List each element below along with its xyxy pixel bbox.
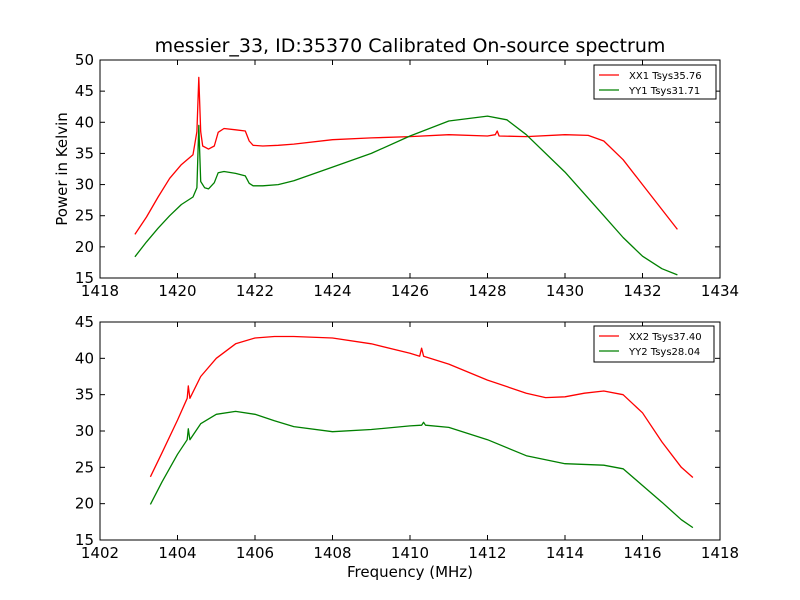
x-tick-label: 1424 xyxy=(313,282,351,300)
y-tick-label: 35 xyxy=(75,144,94,162)
x-tick-label: 1418 xyxy=(81,282,119,300)
x-tick-label: 1426 xyxy=(391,282,429,300)
top-panel: 1418 1420 1422 1424 1426 1428 1430 1432 1434 15 20… xyxy=(75,51,739,300)
x-tick-label: 1406 xyxy=(236,544,274,562)
y-tick-label: 20 xyxy=(75,238,94,256)
y-tick-label: 20 xyxy=(75,495,94,513)
x-axis-label: Frequency (MHz) xyxy=(347,563,473,581)
y-tick-label: 45 xyxy=(75,313,94,331)
legend: XX1 Tsys35.76 YY1 Tsys31.71 xyxy=(593,64,717,100)
y-tick-label: 40 xyxy=(75,113,94,131)
x-tick-label: 1416 xyxy=(623,544,661,562)
y-tick-label: 35 xyxy=(75,386,94,404)
series-line-2 xyxy=(149,410,694,529)
legend-box xyxy=(593,64,717,100)
y-tick-label: 30 xyxy=(75,422,94,440)
y-tick-label: 15 xyxy=(75,269,94,287)
y-tick-label: 50 xyxy=(75,51,94,69)
y-axis-label: Power in Kelvin xyxy=(53,112,71,226)
legend-label: XX2 Tsys37.40 xyxy=(629,332,702,343)
series-line-1 xyxy=(149,335,694,478)
x-tick-label: 1434 xyxy=(701,282,739,300)
y-tick-label: 25 xyxy=(75,458,94,476)
bottom-panel: 1402 1404 1406 1408 1410 1412 1414 1416 1418 15 20… xyxy=(75,313,739,562)
x-tick-label: 1408 xyxy=(313,544,351,562)
x-tick-label: 1430 xyxy=(546,282,584,300)
x-tick-label: 1402 xyxy=(81,544,119,562)
x-tick-label: 1410 xyxy=(391,544,429,562)
x-tick-label: 1432 xyxy=(623,282,661,300)
chart-title: messier_33, ID:35370 Calibrated On-sourc… xyxy=(155,35,666,57)
x-tick-label: 1414 xyxy=(546,544,584,562)
legend-box xyxy=(593,325,715,363)
legend-label: YY1 Tsys31.71 xyxy=(628,86,700,97)
x-tick-label: 1412 xyxy=(468,544,506,562)
x-tick-label: 1428 xyxy=(468,282,506,300)
series-line-1 xyxy=(134,76,678,235)
x-tick-label: 1420 xyxy=(158,282,196,300)
legend-label: XX1 Tsys35.76 xyxy=(629,71,702,82)
x-tick-label: 1418 xyxy=(701,544,739,562)
series-line-2 xyxy=(134,115,678,276)
y-tick-label: 15 xyxy=(75,531,94,549)
y-tick-label: 45 xyxy=(75,82,94,100)
y-tick-label: 30 xyxy=(75,176,94,194)
y-tick-label: 25 xyxy=(75,207,94,225)
x-tick-label: 1422 xyxy=(236,282,274,300)
legend: XX2 Tsys37.40 YY2 Tsys28.04 xyxy=(593,325,715,363)
y-tick-label: 40 xyxy=(75,349,94,367)
x-tick-label: 1404 xyxy=(158,544,196,562)
legend-label: YY2 Tsys28.04 xyxy=(628,347,700,358)
